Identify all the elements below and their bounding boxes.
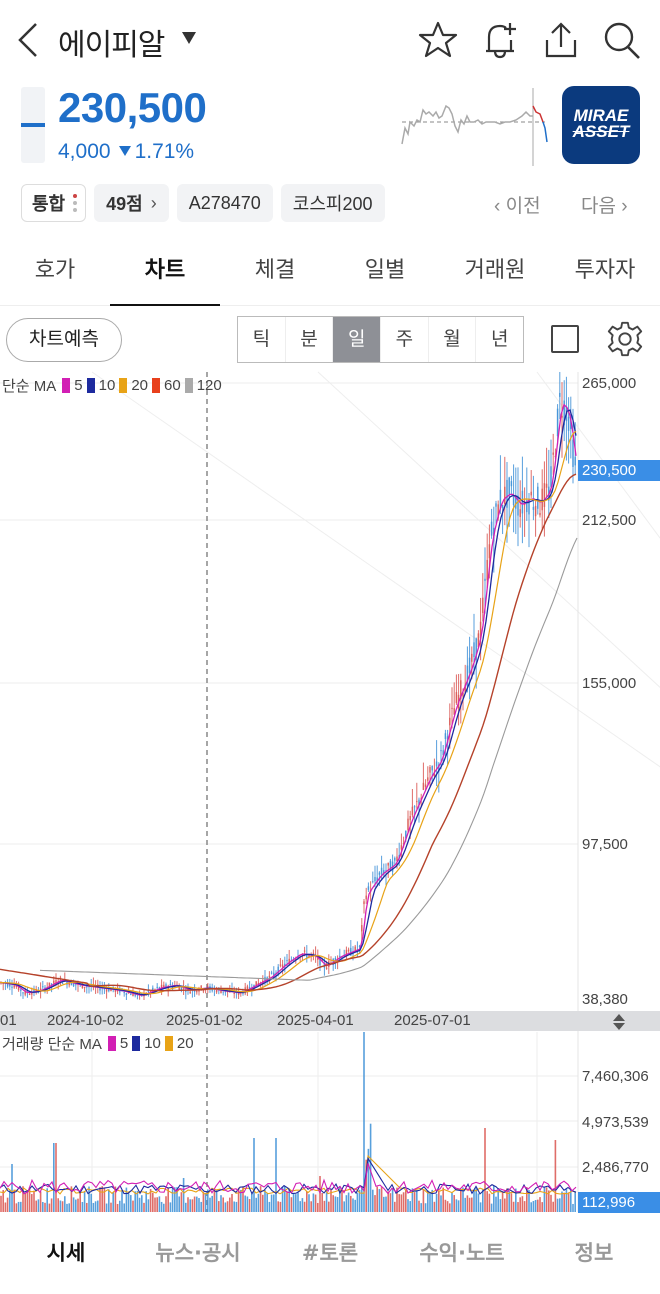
- ma10-swatch: [86, 378, 95, 393]
- logo-line1: MIRAE: [573, 106, 629, 125]
- ma5-label: 5: [74, 377, 83, 394]
- period-month[interactable]: 월: [429, 317, 477, 362]
- broker-logo: MIRAE ASSET: [562, 86, 640, 164]
- change-percent: 1.71%: [134, 140, 195, 163]
- chart-predict-button[interactable]: 차트예측: [6, 318, 122, 362]
- tab-trades[interactable]: 체결: [254, 258, 296, 283]
- period-tick[interactable]: 틱: [238, 317, 286, 362]
- bell-plus-icon[interactable]: [480, 20, 520, 60]
- chevron-right-icon: ›: [150, 192, 157, 213]
- gear-icon[interactable]: [606, 320, 644, 358]
- vma5-label: 5: [119, 1035, 129, 1052]
- volume-y-tick: 7,460,306: [582, 1068, 649, 1085]
- tab-daily[interactable]: 일별: [364, 258, 406, 283]
- detail-tabs: 호가 차트 체결 일별 거래원 투자자: [0, 240, 660, 306]
- code-chip[interactable]: A278470: [176, 184, 273, 222]
- header: 에이피알: [0, 0, 660, 80]
- ma120-label: 120: [196, 377, 222, 394]
- bottom-nav: 시세 뉴스·공시 #토론 수익·노트 정보: [0, 1218, 660, 1294]
- stock-name[interactable]: 에이피알: [58, 28, 165, 63]
- nav-notes[interactable]: 수익·노트: [419, 1241, 505, 1265]
- dropdown-caret-icon[interactable]: [182, 32, 196, 44]
- x-axis-bar[interactable]: [0, 1011, 660, 1031]
- integrated-chip[interactable]: 통합: [21, 184, 87, 222]
- y-tick: 212,500: [582, 512, 637, 529]
- vma10-label: 10: [144, 1035, 161, 1052]
- prev-stock-button[interactable]: ‹ 이전: [494, 191, 541, 218]
- intraday-range-marker: [21, 123, 45, 127]
- x-tick: 2025-01-02: [166, 1012, 243, 1029]
- price-chart[interactable]: [0, 370, 660, 1220]
- nav-quote[interactable]: 시세: [46, 1241, 86, 1265]
- ma120-swatch: [184, 378, 193, 393]
- nav-info[interactable]: 정보: [574, 1241, 614, 1265]
- ma20-swatch: [119, 378, 128, 393]
- volume-ma-legend: 거래량 단순 MA 5 10 20: [2, 1033, 194, 1054]
- y-tick: 265,000: [582, 375, 637, 392]
- info-chips: 통합 49점 › A278470 코스피200: [21, 184, 385, 222]
- x-tick: 2025-04-01: [277, 1012, 354, 1029]
- y-tick: 97,500: [582, 836, 628, 853]
- star-icon[interactable]: [418, 20, 458, 60]
- share-icon[interactable]: [541, 20, 581, 60]
- back-icon[interactable]: [14, 20, 44, 60]
- tab-chart[interactable]: 차트: [110, 240, 220, 306]
- tab-brokers[interactable]: 거래원: [464, 258, 526, 283]
- ma10-label: 10: [98, 377, 116, 394]
- down-triangle-icon: [118, 146, 131, 156]
- y-tick: 38,380: [582, 991, 628, 1008]
- vma10-swatch: [132, 1036, 141, 1051]
- period-day[interactable]: 일: [333, 317, 382, 362]
- price-change: 4,000 1.71%: [58, 140, 194, 164]
- price-ma-legend: 단순 MA 5 10 20 60 120: [2, 375, 222, 396]
- current-price-label: 230,500: [578, 460, 660, 481]
- vma20-swatch: [164, 1036, 173, 1051]
- more-dots-icon: [73, 194, 78, 212]
- vma5-swatch: [107, 1036, 116, 1051]
- volume-y-tick: 2,486,770: [582, 1159, 649, 1176]
- period-selector: 틱 분 일 주 월 년: [237, 316, 524, 363]
- nav-discussion[interactable]: #토론: [301, 1241, 359, 1265]
- logo-line2: ASSET: [572, 122, 630, 141]
- panel-resize-icon[interactable]: [612, 1013, 626, 1031]
- current-volume-label: 112,996: [578, 1192, 660, 1213]
- tab-investors[interactable]: 투자자: [574, 258, 636, 283]
- score-label: 49점: [106, 194, 143, 214]
- prev-label: 이전: [505, 196, 541, 217]
- change-amount: 4,000: [58, 140, 111, 163]
- integrated-label: 통합: [32, 194, 66, 214]
- ma60-swatch: [152, 378, 160, 393]
- ma20-label: 20: [131, 377, 148, 394]
- index-chip[interactable]: 코스피200: [280, 184, 385, 222]
- chevron-right-icon: ›: [621, 196, 628, 217]
- chevron-left-icon: ‹: [494, 196, 501, 217]
- x-tick: 2024-10-02: [47, 1012, 124, 1029]
- ma60-label: 60: [164, 377, 181, 394]
- ma5-swatch: [62, 378, 71, 393]
- x-tick: 2025-07-01: [394, 1012, 471, 1029]
- intraday-sparkline: [401, 88, 548, 166]
- legend-prefix: 거래량 단순 MA: [2, 1036, 102, 1053]
- period-minute[interactable]: 분: [286, 317, 334, 362]
- x-tick: 01: [0, 1012, 17, 1029]
- nav-news[interactable]: 뉴스·공시: [155, 1241, 241, 1265]
- vma20-label: 20: [176, 1035, 194, 1052]
- next-label: 다음: [581, 196, 616, 217]
- volume-y-tick: 4,973,539: [582, 1114, 649, 1131]
- search-icon[interactable]: [602, 20, 642, 60]
- index-label: 코스피200: [292, 194, 373, 214]
- period-year[interactable]: 년: [490, 328, 509, 350]
- next-stock-button[interactable]: 다음 ›: [581, 191, 628, 218]
- fullscreen-toggle-icon[interactable]: [551, 325, 579, 353]
- period-week[interactable]: 주: [381, 317, 429, 362]
- score-chip[interactable]: 49점 ›: [94, 184, 169, 222]
- tab-orderbook[interactable]: 호가: [34, 258, 76, 283]
- legend-prefix: 단순 MA: [2, 378, 57, 395]
- code-label: A278470: [188, 192, 261, 213]
- current-price: 230,500: [58, 84, 207, 131]
- y-tick: 155,000: [582, 675, 637, 692]
